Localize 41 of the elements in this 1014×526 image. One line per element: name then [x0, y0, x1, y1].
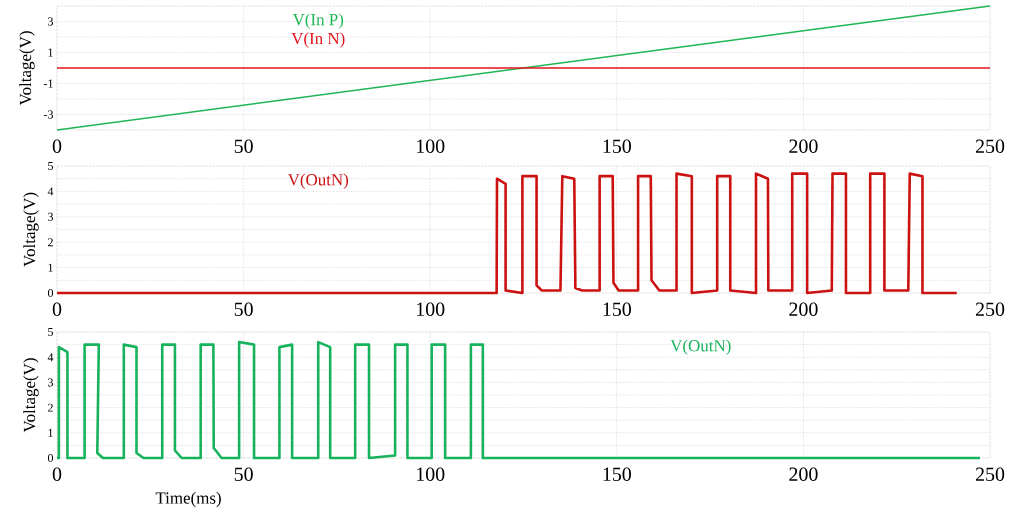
x-tick-label: 50: [234, 139, 253, 153]
y-axis-title: Voltage(V): [23, 358, 39, 433]
y-tick-label: -3: [43, 110, 54, 119]
y-tick-label: 5: [48, 162, 54, 170]
x-tick-label: 100: [417, 467, 445, 481]
y-tick-label: 3: [48, 212, 54, 221]
x-tick-label: 150: [603, 139, 631, 153]
x-tick-label: 200: [789, 302, 818, 316]
x-tick-label: 200: [789, 467, 818, 481]
y-tick-label: 0: [47, 288, 54, 298]
text: V(OutN): [670, 339, 731, 355]
x-tick-label: 50: [234, 467, 253, 481]
text: V(OutN): [287, 173, 349, 189]
text: V(In P): [292, 13, 344, 29]
x-tick-label: 250: [975, 139, 1005, 153]
y-tick-label: 4: [47, 187, 54, 196]
y-axis-title: Voltage(V): [19, 31, 35, 106]
x-tick-label: 150: [603, 467, 631, 481]
line-series: [55, 340, 982, 460]
y-tick-label: -1: [43, 79, 53, 88]
y-tick-label: 1: [48, 428, 53, 437]
x-axis-title: Time(ms): [155, 491, 221, 508]
y-tick-label: 3: [48, 17, 54, 26]
x-tick-label: 250: [975, 467, 1005, 481]
series-label: V(In N): [291, 32, 345, 48]
y-tick-label: 5: [48, 328, 54, 336]
y-tick-label: 1: [48, 48, 53, 57]
y-tick-label: 2: [48, 403, 53, 412]
y-tick-label: 0: [47, 453, 54, 463]
y-tick-label: 2: [48, 238, 53, 247]
x-tick-label: 50: [234, 302, 253, 316]
y-axis-title: Voltage(V): [23, 192, 39, 267]
x-tick-label: 250: [975, 302, 1005, 316]
x-tick-label: 200: [789, 139, 818, 153]
y-tick-label: 3: [48, 378, 54, 387]
x-tick-label: 100: [417, 139, 445, 153]
x-tick-label: 150: [603, 302, 631, 316]
x-tick-label: 100: [417, 302, 445, 316]
y-tick-label: 4: [47, 353, 54, 362]
line-series: [55, 172, 959, 295]
y-tick-label: 1: [48, 263, 53, 272]
